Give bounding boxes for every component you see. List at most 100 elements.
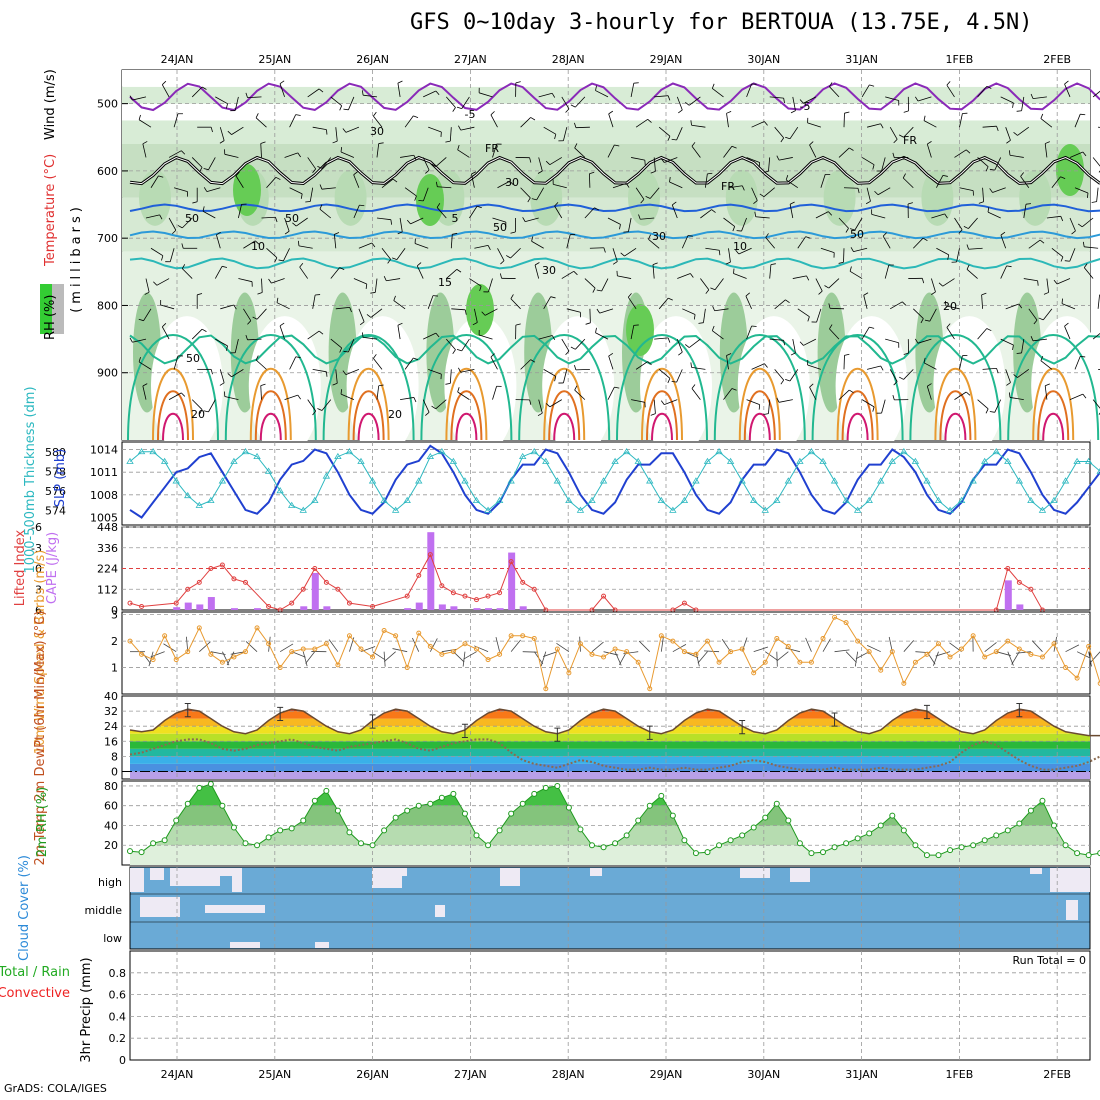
temp-band — [130, 741, 1090, 749]
date-label-top: 30JAN — [747, 53, 780, 66]
wind-barb-feather — [938, 282, 944, 287]
wind-barb-feather — [790, 110, 796, 114]
wind10-marker — [889, 649, 895, 655]
isotherm-label: 5 — [452, 212, 459, 225]
wind10-marker — [219, 659, 225, 665]
wind-barb-feather — [458, 125, 462, 131]
wind-barb — [335, 369, 338, 384]
wind-barb — [885, 96, 899, 101]
wind-barb — [276, 302, 290, 310]
wind-barb — [330, 267, 340, 279]
wind-barb — [538, 335, 553, 340]
thickness-marker — [946, 506, 954, 513]
rh-marker — [485, 842, 492, 849]
wind-barb — [266, 247, 278, 258]
wind-barb-feather — [456, 106, 462, 110]
rh-marker — [1062, 842, 1069, 849]
wind-barb — [956, 248, 960, 263]
wind-barb — [208, 399, 216, 413]
y-tick-label: 32 — [104, 705, 118, 718]
lifted-index-marker — [508, 559, 514, 565]
wind-barb-feather — [425, 412, 430, 416]
wind-barb-feather — [340, 389, 343, 395]
wind-barb — [854, 217, 863, 231]
rh-contour-label: 50 — [185, 212, 199, 225]
wind10-marker — [866, 649, 872, 655]
cape-bar — [427, 532, 435, 610]
thickness-marker — [495, 496, 504, 503]
wind-barb — [142, 385, 147, 400]
wind-barb-feather — [614, 144, 620, 147]
wind-barb-feather — [869, 326, 875, 329]
thickness-marker — [911, 457, 920, 464]
wind-barb-feather — [297, 394, 301, 400]
wind-barb — [191, 86, 203, 98]
wind-barb-feather — [295, 356, 301, 359]
wind-barb-feather — [138, 114, 141, 120]
wind10-marker — [970, 633, 976, 639]
wind-barb-feather — [585, 322, 591, 325]
wind-barb — [923, 362, 937, 370]
thickness-marker — [1038, 506, 1047, 513]
date-label-top: 28JAN — [552, 53, 585, 66]
wind10-marker — [762, 659, 768, 665]
wind-barb — [231, 126, 244, 135]
wind-barb — [936, 247, 949, 256]
wind-barb — [1005, 369, 1011, 383]
wind-barb-feather — [319, 184, 323, 190]
rh-marker — [381, 827, 388, 834]
wind-barb — [543, 126, 557, 135]
cape-bar — [1004, 580, 1012, 610]
wind10-marker — [566, 670, 572, 676]
cape-label: CAPE (J/kg) — [45, 532, 60, 604]
minmax-whisker — [1016, 703, 1023, 718]
wind-barb-feather — [594, 207, 600, 211]
wind-barb-feather — [373, 111, 377, 117]
wind-barb-feather — [457, 387, 460, 393]
wind-barb — [669, 181, 683, 189]
wind-barb-feather — [668, 297, 673, 301]
rh-marker — [727, 837, 734, 844]
lifted-index-marker — [173, 600, 179, 606]
wind-barb-feather — [452, 107, 456, 112]
wind-barb-feather — [985, 408, 989, 414]
wind-barb — [691, 146, 701, 158]
wind-barb-feather — [365, 283, 368, 290]
wind-barb — [1046, 215, 1061, 219]
y-tick-label: 0 — [119, 1054, 126, 1067]
wind-barb-feather — [161, 255, 164, 261]
wind-barb-feather — [924, 319, 930, 322]
wind-barb-feather — [603, 247, 606, 253]
y-tick-label: 0.2 — [109, 1032, 127, 1045]
wind-barb — [312, 368, 327, 373]
wind-barb — [235, 175, 244, 188]
wind-barb-feather — [805, 236, 811, 239]
wind10-barb — [495, 637, 500, 652]
thickness-marker — [334, 452, 342, 460]
wind-barb-feather — [914, 338, 919, 344]
temp-band — [130, 726, 1090, 734]
rh-contour-label: 50 — [493, 221, 507, 234]
thickness-marker — [819, 457, 827, 464]
cloud-gap — [230, 942, 260, 948]
precip-panel: 0.8 0.6 0.4 0.2 0 Run Total = 0 Total / Rain… — [0, 950, 1091, 1067]
wind-barb — [700, 209, 712, 219]
wind-barb — [946, 84, 955, 98]
rh-marker — [288, 825, 295, 832]
wind-barb — [321, 157, 332, 169]
wind-barb-feather — [435, 181, 438, 187]
wind-barb-feather — [219, 382, 225, 386]
wind-barb — [1084, 246, 1099, 249]
thickness-marker — [415, 477, 423, 484]
lifted-index-marker — [497, 590, 503, 596]
wind-barb — [917, 96, 932, 102]
wind-barb-feather — [1043, 292, 1049, 295]
wind10-marker — [1074, 675, 1080, 681]
wind10-barb — [302, 651, 308, 667]
wind10-barb — [163, 643, 177, 653]
wind-barb-feather — [849, 147, 854, 151]
wind10-marker — [277, 665, 283, 671]
wind-barb-feather — [921, 278, 925, 284]
wind-barb — [959, 113, 963, 128]
wind-barb — [630, 83, 635, 97]
